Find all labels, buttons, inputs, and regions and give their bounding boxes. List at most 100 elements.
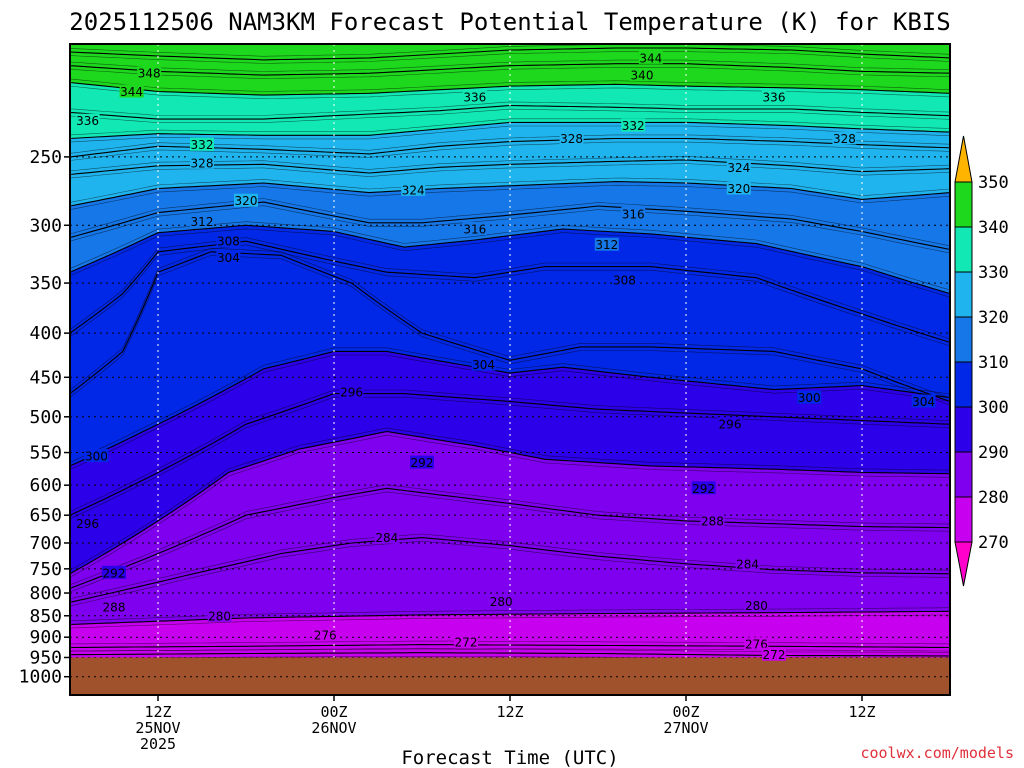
colorbar-label-320: 320 <box>978 308 1009 328</box>
contour-label-4: 336 <box>75 113 100 128</box>
contour-label-text: 276 <box>314 629 337 643</box>
contour-label-text: 280 <box>745 599 768 613</box>
contour-label-text: 332 <box>622 119 645 133</box>
contour-label-bg <box>216 234 241 248</box>
contour-label-bg <box>489 594 514 608</box>
contour-label-text: 284 <box>375 531 398 545</box>
contour-label-text: 296 <box>76 517 99 531</box>
colorbar-upper-triangle <box>954 135 973 183</box>
contour-label-text: 320 <box>727 182 750 196</box>
contour-label-28: 296 <box>718 417 742 432</box>
contour-label-bg <box>594 237 619 251</box>
y-tick-label-850: 850 <box>29 606 62 627</box>
colorbar-label-350: 350 <box>978 173 1009 193</box>
colorbar: 270 280 290 300 310 320 330 340 350 <box>954 135 1009 587</box>
y-tick-label-450: 450 <box>29 367 62 388</box>
contour-label-bg <box>762 89 786 103</box>
colorbar-label-290: 290 <box>978 443 1009 463</box>
isentrope-296 <box>70 393 950 516</box>
y-tick-label-250: 250 <box>29 147 62 168</box>
contour-label-bg <box>137 66 162 80</box>
contour-label-31: 292 <box>691 481 716 496</box>
x-tick-label-0-1: 25NOV <box>135 719 180 737</box>
contour-label-bg <box>207 608 232 622</box>
contour-label-bg <box>630 68 654 82</box>
contour-label-text: 344 <box>120 85 143 99</box>
contour-label-5: 336 <box>462 89 487 104</box>
contour-label-10: 328 <box>559 131 584 146</box>
contour-label-bg <box>700 513 725 527</box>
contour-label-bg <box>119 84 144 98</box>
contour-label-text: 344 <box>639 51 662 65</box>
contour-label-12: 324 <box>401 182 426 197</box>
contour-label-38: 280 <box>489 594 514 609</box>
contour-label-text: 280 <box>208 609 231 623</box>
contour-label-43: 272 <box>762 647 786 662</box>
isentrope-minor-348-1 <box>70 51 950 64</box>
contour-label-bg <box>313 628 338 642</box>
x-tick-label-0-2: 2025 <box>140 735 176 753</box>
contour-label-text: 280 <box>490 595 513 609</box>
contour-label-text: 312 <box>191 215 214 229</box>
contour-label-39: 280 <box>744 598 769 613</box>
colorbar-label-270: 270 <box>978 533 1009 553</box>
contour-label-text: 320 <box>235 194 258 208</box>
contour-label-text: 308 <box>217 235 240 249</box>
isentrope-320 <box>70 181 950 207</box>
contour-label-15: 320 <box>726 181 751 196</box>
contour-label-22: 304 <box>216 250 241 265</box>
contour-label-bg <box>726 160 751 174</box>
contour-label-bg <box>621 206 646 220</box>
contour-label-3: 340 <box>630 68 654 83</box>
contour-label-bg <box>339 385 364 399</box>
contour-label-text: 340 <box>631 69 654 83</box>
contour-label-bg <box>911 394 936 408</box>
isentrope-minor-276-1 <box>70 647 950 652</box>
isentrope-272 <box>70 652 950 657</box>
contour-label-bg <box>190 137 214 151</box>
x-tick-label-10-0: 00Z <box>320 703 347 721</box>
colorbar-band-330 <box>954 226 973 273</box>
contour-label-text: 336 <box>76 114 99 128</box>
y-tick-label-300: 300 <box>29 215 62 236</box>
isentrope-minor-288-0 <box>70 484 950 585</box>
contour-label-text: 292 <box>103 566 126 580</box>
colorbar-band-270 <box>954 496 973 543</box>
colorbar-band-320 <box>954 271 973 318</box>
contour-label-text: 288 <box>701 514 724 528</box>
isentrope-284 <box>70 537 950 603</box>
contour-label-text: 308 <box>613 273 636 287</box>
contour-label-bg <box>234 193 258 207</box>
contour-label-text: 336 <box>763 90 786 104</box>
contour-label-bg <box>401 182 426 196</box>
x-tick-label-30-0: 00Z <box>672 703 699 721</box>
colorbar-band-310 <box>954 316 973 363</box>
contour-label-42: 272 <box>454 635 478 650</box>
contour-label-bg <box>75 516 100 530</box>
contour-label-17: 316 <box>621 206 646 221</box>
contour-label-bg <box>612 272 637 286</box>
contour-label-text: 336 <box>463 90 486 104</box>
isentrope-minor-308-1 <box>70 244 950 347</box>
contour-label-33: 288 <box>700 513 725 528</box>
chart-title: 2025112506 NAM3KM Forecast Potential Tem… <box>69 8 950 36</box>
contour-label-bg <box>410 455 434 469</box>
isentrope-minor-336-1 <box>70 108 950 123</box>
y-tick-label-550: 550 <box>29 443 62 464</box>
contour-label-2: 344 <box>638 50 663 65</box>
contour-label-text: 328 <box>833 132 856 146</box>
contour-label-18: 312 <box>190 214 214 229</box>
colorbar-label-310: 310 <box>978 353 1009 373</box>
y-tick-label-950: 950 <box>29 647 62 668</box>
contour-label-text: 272 <box>455 636 478 650</box>
contour-label-bg <box>216 250 241 264</box>
colorbar-band-340 <box>954 181 973 228</box>
contour-label-37: 280 <box>207 608 232 623</box>
contour-label-text: 300 <box>798 391 821 405</box>
contour-label-text: 304 <box>217 251 240 265</box>
isentrope-minor-328-0 <box>70 134 950 154</box>
contour-label-0: 348 <box>137 66 162 81</box>
contour-label-bg <box>462 221 487 235</box>
contour-label-text: 332 <box>191 138 214 152</box>
contour-label-1: 344 <box>119 84 144 99</box>
